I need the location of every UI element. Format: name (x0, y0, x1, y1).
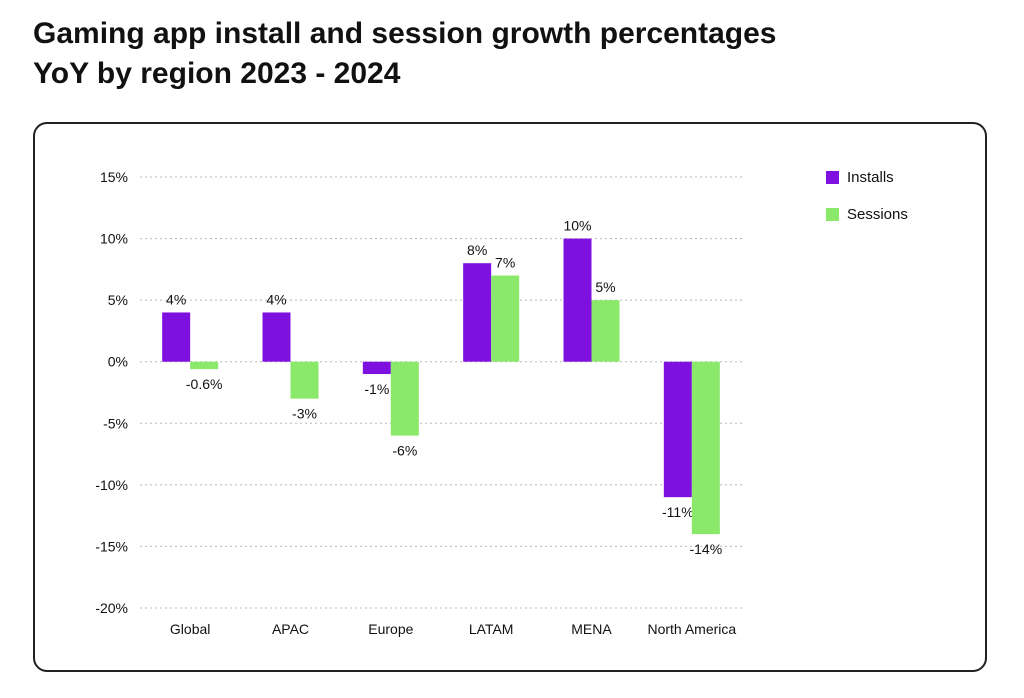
bar-sessions (691, 361, 720, 535)
bar-installs (162, 312, 191, 362)
legend-swatch-installs (826, 170, 839, 184)
legend-label-sessions: Sessions (847, 205, 908, 223)
bar-sessions (190, 361, 219, 370)
y-tick-label: 15% (100, 169, 128, 185)
y-tick-label: -10% (95, 477, 128, 493)
legend-label-installs: Installs (847, 168, 894, 186)
bar-installs (362, 361, 391, 375)
data-label: 7% (495, 255, 515, 271)
data-label: -14% (689, 541, 722, 557)
y-tick-label: 5% (108, 292, 128, 308)
x-category-label: Global (170, 621, 210, 637)
legend-item-installs: Installs (826, 166, 908, 188)
bar-sessions (491, 275, 520, 362)
legend-swatch-sessions (826, 207, 839, 221)
bar-installs (663, 361, 692, 498)
x-category-label: North America (647, 621, 736, 637)
bar-installs (463, 263, 492, 362)
data-label: 8% (467, 242, 487, 258)
y-tick-label: -20% (95, 600, 128, 616)
x-category-label: APAC (272, 621, 309, 637)
chart-title: Gaming app install and session growth pe… (33, 14, 777, 94)
y-tick-label: -5% (103, 415, 128, 431)
legend-item-sessions: Sessions (826, 203, 908, 225)
data-label: -3% (292, 406, 317, 422)
y-tick-label: 10% (100, 231, 128, 247)
data-label: -6% (392, 443, 417, 459)
x-category-label: MENA (571, 621, 612, 637)
data-label: 5% (595, 279, 615, 295)
data-label: -11% (662, 504, 694, 520)
bar-sessions (591, 300, 620, 362)
chart-title-line-1: Gaming app install and session growth pe… (33, 17, 777, 50)
x-category-label: Europe (368, 621, 413, 637)
y-tick-label: 0% (108, 354, 128, 370)
chart-legend: Installs Sessions (826, 166, 908, 240)
bar-installs (563, 238, 592, 362)
chart-title-line-2: YoY by region 2023 - 2024 (33, 57, 401, 90)
bar-installs (262, 312, 291, 362)
data-label: 4% (166, 291, 186, 307)
data-label: -0.6% (186, 376, 223, 392)
data-label: 10% (563, 218, 591, 234)
data-label: 4% (266, 291, 286, 307)
x-category-label: LATAM (469, 621, 514, 637)
y-tick-label: -15% (95, 538, 128, 554)
bar-sessions (390, 361, 419, 436)
data-label: -1% (364, 381, 389, 397)
bar-sessions (290, 361, 319, 399)
